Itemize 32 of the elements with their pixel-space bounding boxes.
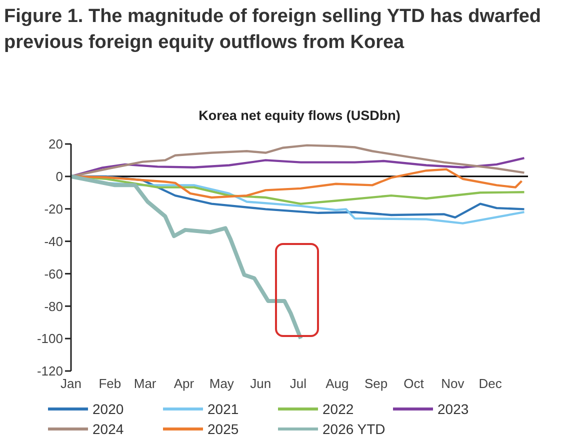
legend-label: 2020	[92, 401, 124, 417]
x-tick-label: Jan	[60, 376, 82, 392]
legend-label: 2021	[208, 401, 239, 417]
legend-label: 2024	[92, 421, 124, 437]
legend-label: 2025	[208, 421, 239, 437]
chart-title: Figure 1. The magnitude of foreign selling YTD has dwarfed previous foreign equity outflows from Korea	[4, 5, 542, 55]
x-tick-label: May	[209, 376, 234, 392]
x-tick-label: Apr	[174, 376, 195, 392]
x-tick-label: Jun	[250, 376, 272, 392]
legend-label: 2022	[322, 401, 354, 417]
line-series	[71, 157, 526, 178]
y-tick-label: 0	[56, 169, 63, 184]
x-tick-label: Feb	[98, 376, 122, 392]
x-tick-label: Dec	[478, 376, 502, 392]
legend-label: 2026 YTD	[322, 421, 386, 437]
x-tick-label: Aug	[326, 376, 349, 392]
line-series	[71, 174, 303, 341]
chart-subtitle: Korea net equity flows (USDbn)	[198, 108, 402, 123]
y-tick-label: 20	[48, 136, 63, 152]
x-tick-label: Sep	[364, 376, 388, 392]
x-tick-label: Oct	[404, 376, 424, 392]
legend-label: 2023	[438, 401, 469, 417]
x-tick-label: Mar	[134, 376, 157, 392]
y-tick-label: -40	[44, 234, 63, 249]
y-tick-label: -80	[44, 298, 63, 314]
line-series	[71, 144, 526, 178]
y-tick-label: -20	[44, 201, 63, 216]
y-tick-label: -120	[36, 364, 63, 379]
x-tick-label: Nov	[441, 376, 465, 392]
y-tick-label: -100	[36, 331, 63, 346]
y-tick-label: -60	[44, 266, 63, 282]
x-tick-label: Jul	[290, 376, 307, 392]
